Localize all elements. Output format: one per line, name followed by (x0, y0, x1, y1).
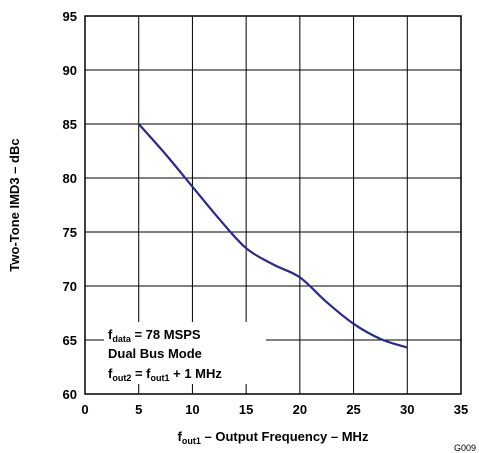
annotation-fdata: fdata = 78 MSPS (108, 327, 201, 344)
y-tick-label: 95 (63, 9, 77, 24)
x-tick-label: 35 (454, 402, 468, 417)
y-tick-label: 60 (63, 387, 77, 402)
y-tick-label: 80 (63, 171, 77, 186)
annotation-mode: Dual Bus Mode (108, 346, 202, 361)
x-tick-label: 20 (293, 402, 307, 417)
x-tick-labels: 0 5 10 15 20 25 30 35 (81, 402, 468, 417)
y-tick-label: 85 (63, 117, 77, 132)
annotation-box (104, 322, 266, 384)
x-axis-label: fout1 – Output Frequency – MHz (178, 429, 369, 446)
x-tick-label: 10 (185, 402, 199, 417)
grid-lines (85, 16, 461, 394)
x-tick-label: 5 (135, 402, 142, 417)
annotation-fout2: fout2 = fout1 + 1 MHz (108, 366, 222, 383)
y-tick-labels: 60 65 70 75 80 85 90 95 (63, 9, 77, 402)
plot-frame (84, 15, 462, 395)
x-tick-label: 25 (346, 402, 360, 417)
x-tick-label: 0 (81, 402, 88, 417)
x-tick-label: 15 (239, 402, 253, 417)
series-lines (137, 123, 408, 349)
y-tick-label: 65 (63, 333, 77, 348)
figure-code: G009 (454, 443, 476, 453)
series-line-0 (137, 123, 408, 349)
x-tick-label: 30 (400, 402, 414, 417)
y-tick-label: 75 (63, 225, 77, 240)
y-tick-label: 90 (63, 63, 77, 78)
y-axis-label: Two-Tone IMD3 – dBc (7, 138, 22, 271)
y-tick-label: 70 (63, 279, 77, 294)
